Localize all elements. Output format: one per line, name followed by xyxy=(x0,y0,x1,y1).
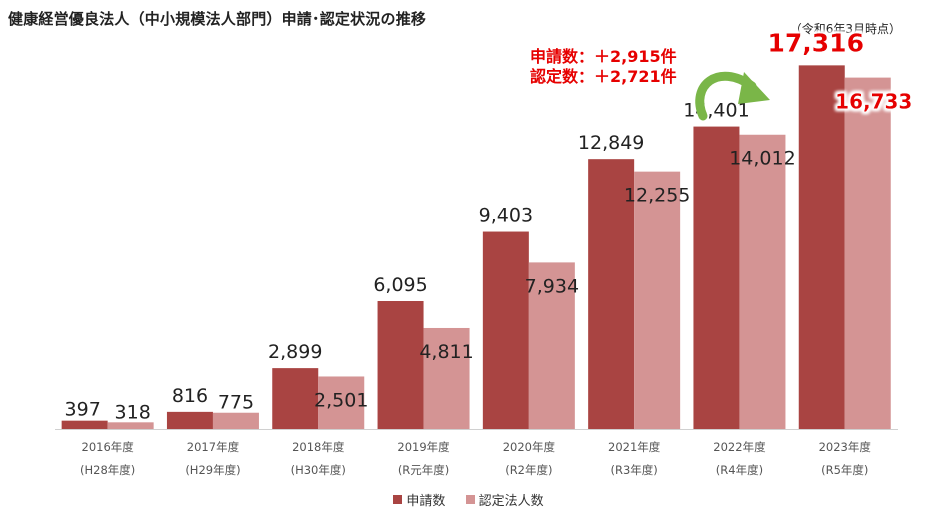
as-of-note: （令和6年3月時点） xyxy=(789,22,901,36)
x-tick-year-3: 2019年度 xyxy=(397,440,450,454)
x-tick-year-7: 2023年度 xyxy=(819,440,872,454)
label-applications-0: 397 xyxy=(65,399,101,421)
bar-applications-4 xyxy=(482,231,529,429)
label-certified-4: 7,934 xyxy=(525,275,579,297)
bar-applications-7 xyxy=(798,65,845,429)
annotation-line-2: 認定数：＋2,721件 xyxy=(530,67,677,86)
label-applications-3: 6,095 xyxy=(373,274,427,296)
bar-applications-5 xyxy=(588,159,635,429)
x-tick-era-0: (H28年度) xyxy=(80,463,135,477)
x-tick-year-4: 2020年度 xyxy=(503,440,556,454)
chart-title: 健康経営優良法人（中小規模法人部門）申請･認定状況の推移 xyxy=(8,10,427,28)
x-tick-year-1: 2017年度 xyxy=(187,440,240,454)
legend: 申請数 認定法人数 xyxy=(0,490,937,509)
bar-applications-2 xyxy=(272,368,319,429)
growth-arrow-icon xyxy=(695,71,770,121)
bar-certified-2 xyxy=(318,376,365,429)
bar-applications-6 xyxy=(693,126,740,429)
x-tick-era-4: (R2年度) xyxy=(505,463,552,477)
legend-label-certified: 認定法人数 xyxy=(478,494,544,509)
label-applications-5: 12,849 xyxy=(578,132,644,154)
label-applications-4: 9,403 xyxy=(479,205,533,227)
x-tick-year-5: 2021年度 xyxy=(608,440,661,454)
bar-certified-5 xyxy=(634,171,681,429)
bar-applications-1 xyxy=(166,411,213,429)
x-tick-era-5: (R3年度) xyxy=(611,463,658,477)
label-applications-1: 816 xyxy=(172,385,208,407)
bar-applications-0 xyxy=(61,420,108,429)
legend-label-applications: 申請数 xyxy=(406,494,446,509)
bar-certified-4 xyxy=(528,262,575,429)
bar-certified-7 xyxy=(844,77,891,430)
bar-certified-1 xyxy=(212,412,259,429)
bar-certified-3 xyxy=(423,327,470,429)
x-tick-era-2: (H30年度) xyxy=(291,463,346,477)
legend-item-applications: 申請数 xyxy=(393,490,445,509)
x-tick-year-2: 2018年度 xyxy=(292,440,345,454)
label-certified-3: 4,811 xyxy=(419,341,473,363)
bar-chart: 397 318 816 775 2,899 2,501 6,095 4,811 9,403 7,9… xyxy=(55,28,912,477)
bar-applications-3 xyxy=(377,301,424,429)
label-applications-2: 2,899 xyxy=(268,341,322,363)
legend-item-certified: 認定法人数 xyxy=(465,490,544,509)
bar-certified-0 xyxy=(107,422,154,429)
x-tick-era-6: (R4年度) xyxy=(716,463,763,477)
label-certified-7: 16,733 xyxy=(835,90,912,114)
label-certified-2: 2,501 xyxy=(314,389,368,411)
x-tick-year-6: 2022年度 xyxy=(713,440,766,454)
label-certified-0: 318 xyxy=(115,401,151,423)
label-certified-5: 12,255 xyxy=(624,185,690,207)
bar-certified-6 xyxy=(739,134,786,430)
legend-swatch-certified xyxy=(465,495,475,504)
x-tick-era-3: (R元年度) xyxy=(398,463,449,477)
label-applications-7: 17,316 xyxy=(768,28,864,57)
legend-swatch-applications xyxy=(393,495,403,504)
x-tick-era-1: (H29年度) xyxy=(185,463,240,477)
x-tick-era-7: (R5年度) xyxy=(821,463,868,477)
annotation-line-1: 申請数：＋2,915件 xyxy=(530,47,677,66)
label-certified-1: 775 xyxy=(218,392,254,414)
x-tick-year-0: 2016年度 xyxy=(82,440,135,454)
label-certified-6: 14,012 xyxy=(729,148,795,170)
